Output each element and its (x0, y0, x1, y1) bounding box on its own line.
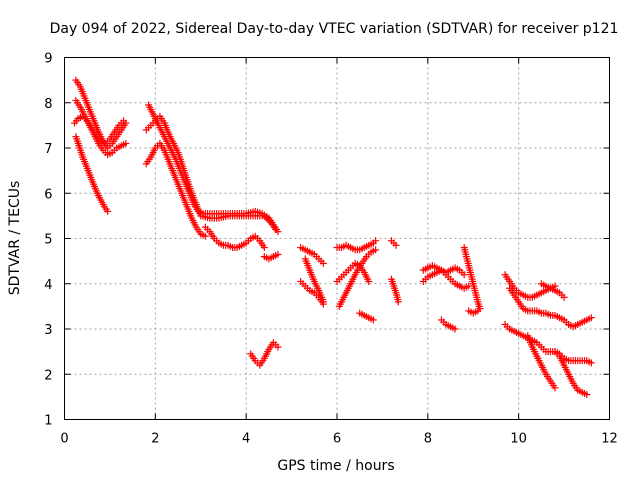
data-point (587, 314, 595, 322)
x-tick-label: 0 (60, 432, 68, 447)
x-tick-label: 6 (333, 432, 341, 447)
y-axis-label: SDTVAR / TECUs (7, 181, 23, 296)
data-point (104, 207, 112, 215)
x-tick-label: 8 (424, 432, 432, 447)
data-point (260, 212, 268, 220)
data-point (372, 237, 380, 245)
data-point (265, 217, 273, 225)
data-point (201, 232, 209, 240)
plot-frame (64, 57, 610, 420)
data-point (319, 259, 327, 267)
chart-title: Day 094 of 2022, Sidereal Day-to-day VTE… (50, 21, 619, 37)
y-tick-label: 9 (44, 52, 52, 67)
data-point (474, 307, 482, 315)
x-tick-label: 4 (242, 432, 250, 447)
y-tick-label: 5 (44, 233, 52, 248)
data-point (394, 298, 402, 306)
data-point (319, 298, 327, 306)
y-tick-label: 7 (44, 142, 52, 157)
data-point (120, 117, 128, 125)
x-tick-label: 12 (601, 432, 618, 447)
data-point (372, 246, 380, 254)
grid-lines (64, 57, 610, 420)
data-point (260, 244, 268, 252)
data-point (274, 343, 282, 351)
data-point (264, 215, 272, 223)
data-point (551, 384, 559, 392)
data-marks (70, 76, 595, 399)
data-point (122, 139, 130, 147)
x-axis-label: GPS time / hours (277, 458, 394, 474)
y-tick-label: 1 (44, 414, 52, 429)
y-tick-label: 8 (44, 97, 52, 112)
data-point (460, 271, 468, 279)
y-tick-label: 2 (44, 368, 52, 383)
data-point (587, 359, 595, 367)
data-point (583, 391, 591, 399)
data-point (272, 225, 280, 233)
y-tick-label: 4 (44, 278, 52, 293)
data-point (560, 293, 568, 301)
data-point (262, 214, 270, 222)
data-point (392, 241, 400, 249)
x-tick-label: 10 (510, 432, 527, 447)
data-point (274, 250, 282, 258)
y-tick-label: 3 (44, 323, 52, 338)
data-point (365, 277, 373, 285)
data-point (451, 325, 459, 333)
data-point (369, 316, 377, 324)
y-tick-label: 6 (44, 187, 52, 202)
x-tick-label: 2 (151, 432, 159, 447)
